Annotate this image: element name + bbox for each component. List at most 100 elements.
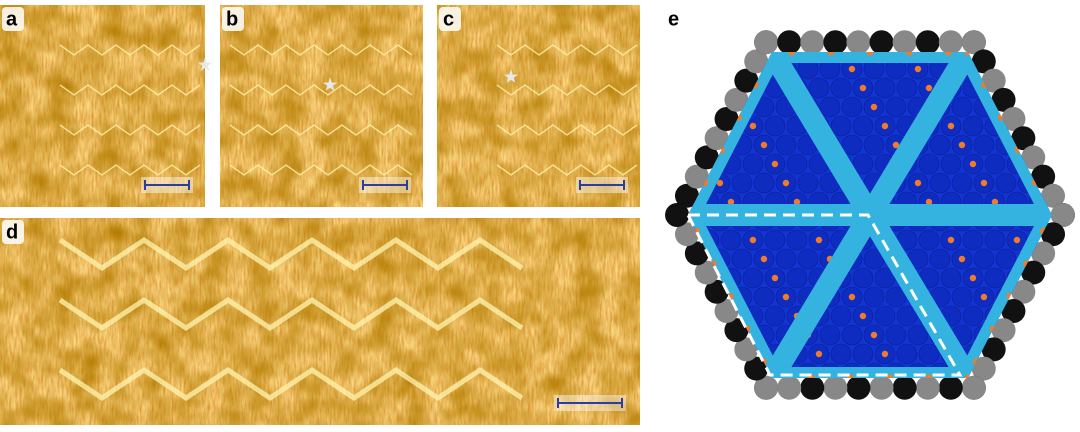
atom bbox=[1006, 52, 1028, 61]
dopant bbox=[771, 160, 779, 168]
atom bbox=[1039, 324, 1052, 346]
atom bbox=[775, 248, 797, 270]
atom bbox=[852, 343, 874, 365]
dopant bbox=[892, 141, 900, 149]
atom bbox=[929, 172, 951, 194]
atom bbox=[973, 248, 995, 270]
rim-dopant bbox=[944, 52, 952, 56]
dopant bbox=[760, 255, 768, 263]
edge-atom bbox=[1001, 107, 1026, 132]
stm-shade bbox=[220, 5, 423, 207]
dopant bbox=[688, 122, 691, 130]
dopant bbox=[815, 236, 823, 244]
atom bbox=[929, 134, 951, 156]
atom bbox=[753, 286, 775, 308]
atom bbox=[688, 58, 709, 80]
dopant bbox=[958, 141, 966, 149]
edge-atom bbox=[754, 30, 779, 55]
dopant bbox=[815, 350, 823, 358]
edge-atom bbox=[800, 30, 825, 55]
atom bbox=[841, 96, 863, 118]
edge-atom bbox=[744, 356, 769, 381]
atom bbox=[797, 172, 819, 194]
atom bbox=[797, 248, 819, 270]
panel-label-bg bbox=[2, 220, 24, 244]
stm-shade bbox=[0, 5, 205, 207]
atom bbox=[1028, 305, 1050, 327]
atom bbox=[951, 286, 973, 308]
atom bbox=[841, 134, 863, 156]
atom bbox=[984, 153, 1006, 175]
dopant bbox=[749, 122, 757, 130]
edge-atom bbox=[991, 87, 1016, 112]
atom bbox=[742, 153, 764, 175]
stm-panel: c bbox=[437, 5, 640, 207]
atom bbox=[1017, 58, 1039, 80]
atom bbox=[830, 77, 852, 99]
panel-label: c bbox=[443, 8, 454, 30]
dopant bbox=[1035, 52, 1043, 54]
edge-atom bbox=[1050, 203, 1075, 227]
dopant bbox=[1046, 65, 1052, 73]
dashed-outline bbox=[686, 213, 963, 377]
atom bbox=[786, 153, 808, 175]
edge-atom bbox=[674, 222, 699, 247]
panel-label-bg bbox=[222, 7, 244, 31]
edge-atom bbox=[1011, 126, 1036, 151]
atom bbox=[786, 267, 808, 289]
atom bbox=[720, 229, 742, 251]
atom bbox=[830, 115, 852, 137]
edge-atom bbox=[714, 107, 739, 132]
atom bbox=[764, 305, 786, 327]
edge-atom bbox=[724, 87, 749, 112]
atom bbox=[962, 305, 984, 327]
panel-label-bg bbox=[439, 7, 461, 31]
domain-wall bbox=[496, 84, 638, 96]
atom bbox=[863, 286, 885, 308]
dopant bbox=[771, 274, 779, 282]
atom bbox=[775, 134, 797, 156]
edge-atom bbox=[734, 68, 759, 93]
edge-atom bbox=[1021, 145, 1046, 170]
dopant bbox=[694, 369, 702, 377]
atom bbox=[764, 115, 786, 137]
atom bbox=[698, 343, 720, 365]
domain-wall bbox=[59, 124, 201, 136]
domain-wall bbox=[496, 44, 638, 56]
atom bbox=[742, 267, 764, 289]
domain-wall bbox=[496, 124, 638, 136]
edge-atom bbox=[846, 375, 871, 400]
dopant bbox=[947, 236, 955, 244]
atom bbox=[896, 343, 918, 365]
domain-wall bbox=[58, 296, 524, 332]
atom bbox=[709, 362, 731, 378]
dopant bbox=[1024, 369, 1032, 377]
dopant bbox=[848, 293, 856, 301]
panel-label: b bbox=[226, 8, 238, 30]
panel-label: a bbox=[6, 8, 18, 30]
atom bbox=[1039, 96, 1052, 118]
atom bbox=[918, 153, 940, 175]
edge-atom bbox=[1041, 222, 1066, 247]
dopant bbox=[859, 312, 867, 320]
atom bbox=[841, 324, 863, 346]
atom bbox=[698, 52, 720, 61]
stm-panel: b bbox=[220, 5, 423, 207]
stm-shade bbox=[437, 5, 640, 207]
edge-atom bbox=[971, 356, 996, 381]
edge-atom bbox=[961, 30, 986, 55]
edge-atom bbox=[1021, 260, 1046, 285]
atom bbox=[808, 77, 830, 99]
dopant bbox=[969, 160, 977, 168]
dopant bbox=[969, 274, 977, 282]
atom bbox=[731, 172, 753, 194]
atom bbox=[863, 134, 885, 156]
dopant bbox=[980, 179, 988, 187]
dopant bbox=[749, 236, 757, 244]
atom bbox=[852, 115, 874, 137]
atom bbox=[688, 324, 709, 346]
edge-atom bbox=[777, 375, 802, 400]
edge-atom bbox=[981, 68, 1006, 93]
atom bbox=[1039, 286, 1052, 308]
